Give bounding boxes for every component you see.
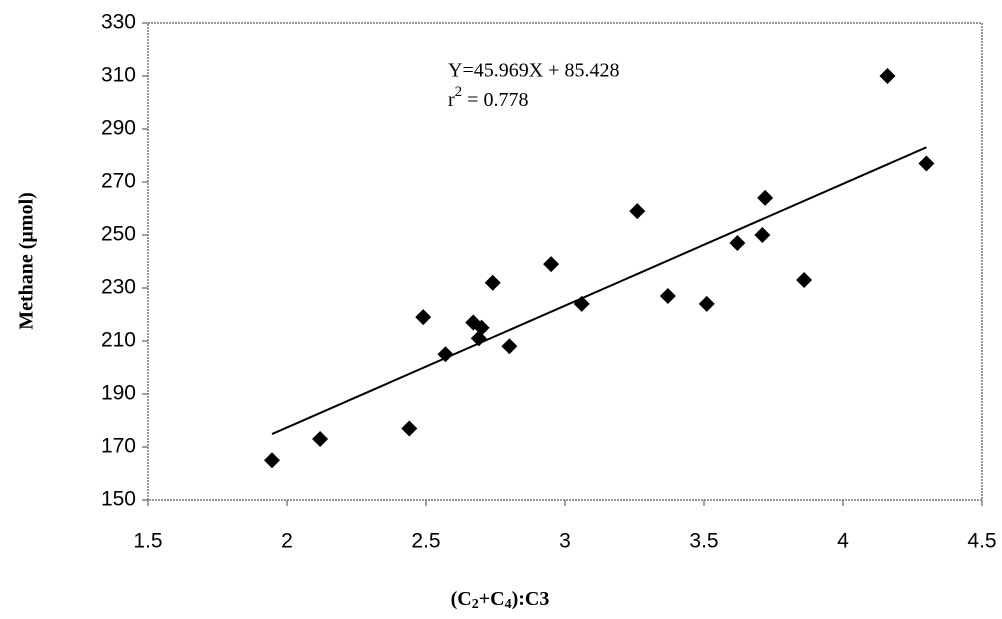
x-tick-label: 1.5 — [133, 530, 162, 553]
x-label-sub: 2 — [472, 597, 479, 612]
point — [698, 295, 715, 312]
point — [473, 319, 490, 336]
x-axis-label: (C2+C4):C3 — [451, 588, 550, 613]
point — [754, 227, 771, 243]
point — [573, 295, 590, 312]
point — [659, 287, 676, 304]
point — [312, 431, 329, 448]
x-label-part: (C — [451, 588, 472, 610]
point — [543, 256, 560, 273]
r2-sup: 2 — [455, 84, 463, 100]
y-tick-label: 190 — [101, 382, 136, 405]
point — [401, 420, 418, 437]
y-tick-label: 170 — [101, 435, 136, 458]
r-squared: r2 = 0.778 — [448, 84, 528, 110]
x-label-part: +C — [479, 588, 505, 610]
point — [437, 346, 454, 363]
point — [757, 189, 774, 206]
point — [729, 234, 746, 251]
x-tick-label: 3 — [559, 530, 571, 553]
point — [263, 452, 280, 469]
y-tick-label: 270 — [101, 170, 136, 193]
x-label-part: ):C3 — [512, 588, 550, 610]
x-tick-label: 2.5 — [411, 530, 440, 553]
trendline — [271, 146, 927, 435]
x-tick-label: 3.5 — [689, 530, 718, 553]
y-tick-label: 250 — [101, 223, 136, 246]
x-label-sub: 4 — [505, 597, 512, 612]
y-tick-label: 290 — [101, 117, 136, 140]
point — [629, 203, 646, 220]
x-tick-label: 4.5 — [967, 530, 996, 553]
y-tick-label: 210 — [101, 329, 136, 352]
r2-rest: = 0.778 — [462, 89, 528, 111]
equation: Y=45.969X + 85.428 — [448, 60, 619, 82]
point — [796, 272, 813, 289]
r2-base: r — [448, 89, 455, 111]
y-tick-label: 150 — [101, 488, 136, 511]
y-tick-label: 310 — [101, 64, 136, 87]
point — [501, 338, 518, 355]
y-axis-label: Methane (µmol) — [16, 192, 38, 330]
point — [918, 155, 935, 172]
y-tick-label: 230 — [101, 276, 136, 299]
x-tick-label: 2 — [281, 530, 293, 553]
point — [415, 309, 432, 326]
point — [879, 68, 896, 84]
plot-frame — [147, 22, 983, 501]
point — [484, 274, 501, 291]
y-tick-label: 330 — [101, 11, 136, 34]
x-tick-label: 4 — [837, 530, 849, 553]
